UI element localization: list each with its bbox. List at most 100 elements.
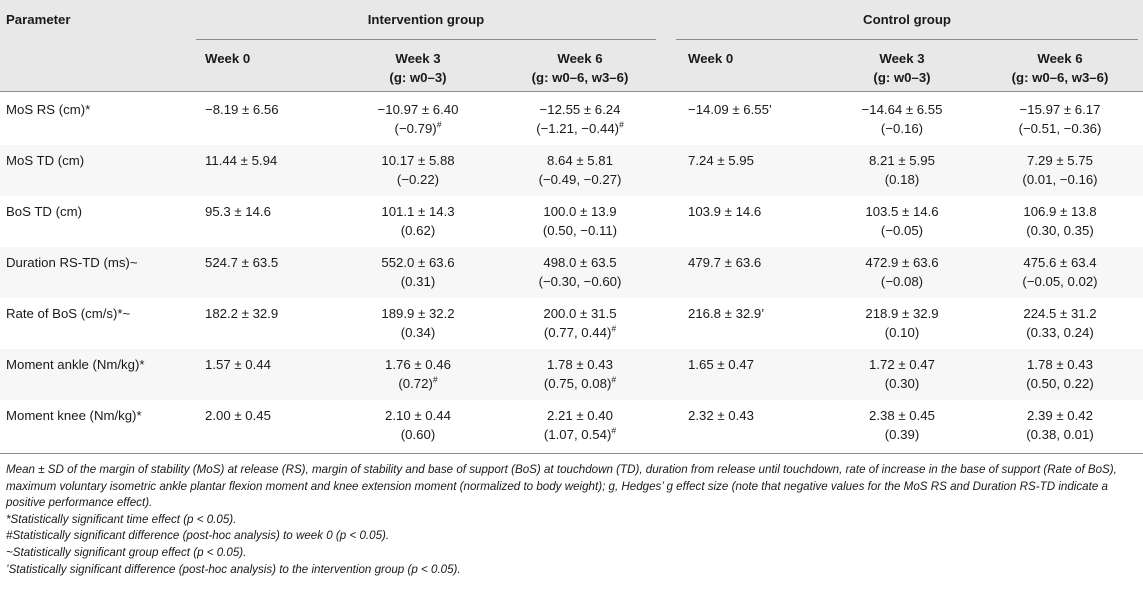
cell-mean-sd: 1.78 ± 0.43 [1027,357,1093,372]
cell-mean-sd: 524.7 ± 63.5 [205,255,279,270]
cell-mean-sd: 1.72 ± 0.47 [869,357,935,372]
cell-mean-sd: 8.64 ± 5.81 [547,153,613,168]
cell-mean-sd: 8.21 ± 5.95 [869,153,935,168]
header-parameter: Parameter [6,12,71,27]
cell-mean-sd: 2.39 ± 0.42 [1027,408,1093,423]
header-control-group: Control group [863,12,951,27]
cell-mean-sd: 224.5 ± 31.2 [1023,306,1097,321]
header-intervention-group: Intervention group [367,12,485,27]
cell-mean-sd: 106.9 ± 13.8 [1023,204,1097,219]
footnote-description: Mean ± SD of the margin of stability (Mo… [6,463,1117,510]
cell-mean-sd: 2.10 ± 0.44 [385,408,451,423]
cell-mean-sd: −12.55 ± 6.24 [539,102,621,117]
header-background [0,0,1143,91]
cell-effect-size: (−0.05) [880,223,924,238]
col-header-week3-control: Week 3 [879,51,925,66]
cell-mean-sd: −8.19 ± 6.56 [205,102,279,117]
col-header-week6-intervention-g: (g: w0–6, w3–6) [531,70,629,85]
significance-marker: # [611,374,617,385]
row-parameter-label: Moment ankle (Nm/kg)* [6,357,145,372]
cell-mean-sd: 95.3 ± 14.6 [205,204,271,219]
cell-effect-size: (0.18) [884,172,920,187]
row-parameter-label: MoS RS (cm)* [6,102,91,117]
cell-mean-sd: 182.2 ± 32.9 [205,306,279,321]
cell-effect-size: (−1.21, −0.44)# [536,119,624,136]
cell-mean-sd: −14.64 ± 6.55 [861,102,943,117]
cell-effect-size: (−0.30, −0.60) [538,274,622,289]
cell-mean-sd: 216.8 ± 32.9’ [688,306,765,321]
row-parameter-label: BoS TD (cm) [6,204,82,219]
row-band [0,145,1143,196]
cell-effect-size: (0.77, 0.44)# [543,323,617,340]
cell-mean-sd: 103.5 ± 14.6 [865,204,939,219]
cell-mean-sd: 189.9 ± 32.2 [381,306,455,321]
cell-effect-size: (0.50, 0.22) [1026,376,1094,391]
cell-effect-size: (−0.05, 0.02) [1022,274,1098,289]
significance-marker: # [432,374,438,385]
cell-mean-sd: 1.65 ± 0.47 [688,357,754,372]
cell-mean-sd: −10.97 ± 6.40 [377,102,459,117]
row-parameter-label: Duration RS-TD (ms)~ [6,255,138,270]
cell-effect-size: (−0.16) [880,121,924,136]
cell-mean-sd: 7.29 ± 5.75 [1027,153,1093,168]
cell-effect-size: (0.30) [884,376,920,391]
row-parameter-label: MoS TD (cm) [6,153,85,168]
row-parameter-label: Moment knee (Nm/kg)* [6,408,142,423]
significance-marker: # [611,323,617,334]
footnote-posthoc-intervention: ’Statistically significant difference (p… [6,562,461,576]
col-header-week3-intervention-g: (g: w0–3) [389,70,447,85]
cell-mean-sd: 2.00 ± 0.45 [205,408,271,423]
cell-effect-size: (−0.79)# [394,119,442,136]
table-bottom-rule [0,453,1143,454]
cell-mean-sd: 11.44 ± 5.94 [205,153,278,168]
row-band [0,247,1143,298]
cell-mean-sd: 1.57 ± 0.44 [205,357,271,372]
cell-effect-size: (0.50, −0.11) [542,223,618,238]
cell-effect-size: (0.10) [884,325,920,340]
col-header-week0-control: Week 0 [688,51,734,66]
cell-effect-size: (0.39) [884,427,920,442]
cell-effect-size: (0.60) [400,427,436,442]
cell-effect-size: (−0.51, −0.36) [1018,121,1102,136]
footnote-group-effect: ~Statistically significant group effect … [6,545,247,559]
cell-mean-sd: 498.0 ± 63.5 [543,255,617,270]
cell-mean-sd: 103.9 ± 14.6 [688,204,762,219]
cell-mean-sd: 472.9 ± 63.6 [865,255,939,270]
col-header-week0-intervention: Week 0 [205,51,251,66]
cell-mean-sd: 218.9 ± 32.9 [865,306,939,321]
cell-mean-sd: 7.24 ± 5.95 [688,153,754,168]
col-header-week6-control-g: (g: w0–6, w3–6) [1011,70,1109,85]
cell-mean-sd: 10.17 ± 5.88 [381,153,455,168]
significance-marker: # [619,119,624,130]
cell-effect-size: (1.07, 0.54)# [543,425,617,442]
cell-effect-size: (0.30, 0.35) [1026,223,1094,238]
cell-effect-size: (0.38, 0.01) [1026,427,1094,442]
cell-effect-size: (0.75, 0.08)# [543,374,617,391]
cell-effect-size: (−0.22) [396,172,440,187]
table-footnotes: Mean ± SD of the margin of stability (Mo… [6,462,1134,578]
col-header-week3-intervention: Week 3 [395,51,441,66]
footnote-time-effect: *Statistically significant time effect (… [6,512,237,526]
cell-mean-sd: 552.0 ± 63.6 [381,255,455,270]
cell-mean-sd: 1.78 ± 0.43 [547,357,613,372]
header-bottom-rule [0,91,1143,92]
cell-effect-size: (−0.49, −0.27) [538,172,622,187]
cell-mean-sd: −14.09 ± 6.55’ [688,102,772,117]
cell-effect-size: (−0.08) [880,274,924,289]
cell-mean-sd: 2.38 ± 0.45 [869,408,935,423]
cell-mean-sd: 200.0 ± 31.5 [543,306,617,321]
cell-effect-size: (0.62) [400,223,436,238]
cell-effect-size: (0.31) [400,274,436,289]
cell-mean-sd: 2.21 ± 0.40 [547,408,613,423]
col-header-week6-control: Week 6 [1037,51,1083,66]
row-band [0,349,1143,400]
row-parameter-label: Rate of BoS (cm/s)*~ [6,306,131,321]
cell-effect-size: (0.33, 0.24) [1026,325,1094,340]
cell-mean-sd: 1.76 ± 0.46 [385,357,451,372]
cell-effect-size: (0.01, −0.16) [1022,172,1098,187]
control-group-rule [676,39,1138,40]
intervention-group-rule [196,39,656,40]
cell-mean-sd: 100.0 ± 13.9 [543,204,617,219]
cell-mean-sd: 479.7 ± 63.6 [688,255,762,270]
cell-mean-sd: 2.32 ± 0.43 [688,408,754,423]
